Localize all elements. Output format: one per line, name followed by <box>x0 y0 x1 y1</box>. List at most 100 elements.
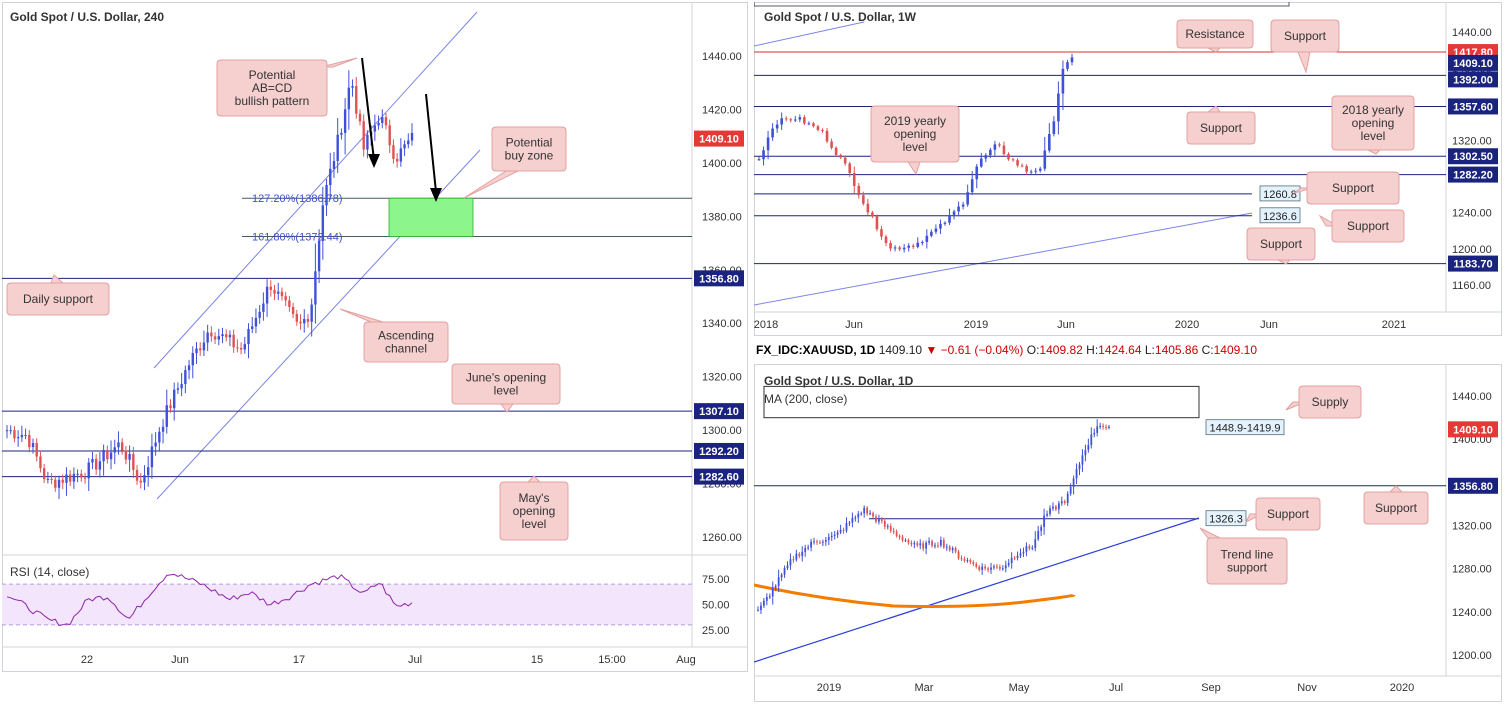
candle-1w-candle <box>952 211 956 215</box>
candle-1d-candle <box>892 530 895 532</box>
candle-240-candle <box>173 389 176 409</box>
callout-2018-box <box>1331 95 1415 151</box>
candle-1d-candle <box>872 513 874 517</box>
candle-240-candle <box>91 458 94 463</box>
y-tick-label: 1380.00 <box>702 211 742 223</box>
candle-240-candle <box>72 473 76 482</box>
callout-support-top-box <box>1270 19 1340 53</box>
candle-1d-candle <box>1022 551 1025 554</box>
candle-1d-candle <box>954 548 957 552</box>
candle-240-candle <box>277 291 280 294</box>
candle-240-candle <box>269 286 273 290</box>
candle-1d-candle <box>925 542 928 549</box>
candle-240-candle <box>243 344 246 350</box>
candle-1d-candle <box>1096 426 1099 433</box>
candle-1d-candle <box>875 516 877 522</box>
callout-support-top-tail <box>1297 51 1311 74</box>
candle-240-candle <box>109 452 113 460</box>
candle-1d-candle <box>901 536 904 541</box>
callout-channel-tail <box>339 308 384 323</box>
candle-240-candle <box>65 474 68 483</box>
candle-240-candle <box>13 430 16 439</box>
candle-1w-candle <box>884 236 888 244</box>
candle-240-candle <box>202 342 206 351</box>
chart-1d[interactable]: 1440.001400.001360.001320.001280.001240.… <box>754 364 1502 702</box>
candle-1d-candle <box>919 543 922 546</box>
price-box-1409.10: 1409.10 <box>699 134 739 146</box>
callout-may-line-0: May's <box>519 491 550 505</box>
candle-1d-candle <box>854 517 857 519</box>
candle-1w-candle <box>893 247 897 249</box>
candle-240-candle <box>210 332 213 337</box>
x-tick-label: Jun <box>171 654 189 666</box>
candle-1d-candle <box>975 563 978 567</box>
candle-1d-candle <box>928 541 930 543</box>
candle-1d-candle <box>1031 547 1034 549</box>
candle-240-candle <box>262 303 265 312</box>
candle-1d-candle <box>922 543 925 549</box>
callout-support-right-box <box>1363 491 1429 525</box>
candle-240-candle <box>329 168 332 185</box>
line-label-1236: 1236.6 <box>1263 211 1297 223</box>
chart-240[interactable]: 1440.001420.001400.001380.001360.001340.… <box>2 2 748 672</box>
candle-1d-candle <box>810 541 812 548</box>
trend-line <box>754 517 1200 663</box>
symbol-name: FX_IDC:XAUUSD, 1D <box>756 343 876 357</box>
callout-june-box <box>451 363 561 405</box>
chart-1w[interactable]: 1440.001400.001360.001320.001280.001240.… <box>754 2 1502 336</box>
candle-1d-candle <box>780 574 783 578</box>
candle-1w-candle <box>857 185 861 196</box>
rsi-tick-label: 25.00 <box>702 625 730 637</box>
x-tick-label: Jul <box>1109 682 1123 694</box>
candle-1d-candle <box>993 566 995 568</box>
line-label-supply: 1448.9-1419.9 <box>1210 423 1281 435</box>
candle-240-candle <box>154 442 157 447</box>
candle-1w-candle <box>916 242 920 247</box>
ab-arrow-head <box>368 154 380 168</box>
candle-1w-candle <box>934 228 938 232</box>
y-tick-label: 1200.00 <box>1452 244 1492 256</box>
price-box-1302.50-bg <box>1448 148 1498 165</box>
price-box-1302.50: 1302.50 <box>1453 151 1493 163</box>
candle-1w-candle <box>921 241 924 243</box>
candle-240-candle <box>150 446 154 468</box>
down-arrow-icon: ▼ <box>925 343 938 357</box>
candle-1d-candle <box>786 565 789 568</box>
candle-240-candle <box>225 334 228 338</box>
x-tick-label: 2020 <box>1390 682 1414 694</box>
candle-1d-candle <box>798 553 801 557</box>
candle-1w-candle <box>1043 150 1047 169</box>
candle-1w-candle <box>834 147 838 155</box>
callout-may-line-1: opening <box>513 504 556 518</box>
channel-upper <box>153 11 478 369</box>
candle-1d-candle <box>1019 553 1022 556</box>
y-tick-label: 1440.00 <box>1452 391 1492 403</box>
candle-1w-candle <box>875 216 879 230</box>
last-price: 1409.10 <box>878 343 923 357</box>
candle-240-candle <box>403 144 406 149</box>
y-tick-label: 1200.00 <box>1452 650 1492 662</box>
candle-1w-candle <box>784 118 788 120</box>
callout-resistance-box <box>1176 19 1254 49</box>
candle-1d-candle <box>839 529 842 533</box>
candle-1d-candle <box>1063 501 1066 504</box>
callout-trend-box <box>1206 537 1288 585</box>
candle-240-candle <box>351 86 354 88</box>
candle-1d-candle <box>821 541 824 543</box>
candle-1d-candle <box>978 566 981 570</box>
callout-support-1326-line-0: Support <box>1267 507 1310 521</box>
candle-1d-candle <box>1105 426 1107 428</box>
candle-1d-candle <box>886 526 889 528</box>
candle-1d-candle <box>842 529 845 531</box>
candle-240-candle <box>169 405 172 409</box>
candle-1d-candle <box>848 522 851 524</box>
cd-arrow <box>425 93 437 193</box>
candle-1d-candle <box>963 559 966 561</box>
fib-127-label: 127.20%(1386.78) <box>252 193 343 205</box>
candle-1d-candle <box>990 567 992 570</box>
candle-1d-candle <box>951 548 954 551</box>
candle-240-candle <box>35 443 38 457</box>
candle-1w-candle <box>939 223 942 229</box>
candle-1d-candle <box>998 566 1001 569</box>
trend-line <box>754 212 1253 306</box>
